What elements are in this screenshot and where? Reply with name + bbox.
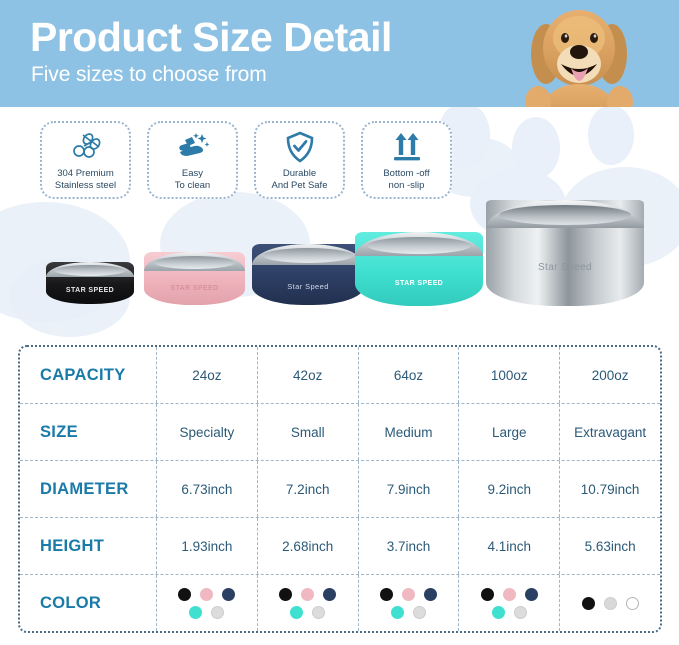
height-value: 3.7inch bbox=[359, 518, 460, 574]
color-dot bbox=[513, 605, 527, 619]
feature-badge-label: Bottom -off non -slip bbox=[383, 168, 430, 191]
size-value: Medium bbox=[359, 404, 460, 460]
bowl-teal-100oz: STAR SPEED bbox=[347, 232, 493, 320]
table-row-diameter: DIAMETER 6.73inch 7.2inch 7.9inch 9.2inc… bbox=[20, 461, 660, 518]
color-dot bbox=[502, 587, 516, 601]
color-dot bbox=[390, 605, 404, 619]
up-arrows-nonslip-icon bbox=[392, 130, 422, 164]
bowl-brand-text: Star Speed bbox=[287, 282, 329, 291]
feature-badge-label: Easy To clean bbox=[174, 168, 211, 191]
bowl-brand-text: Star Speed bbox=[537, 262, 593, 273]
color-dot bbox=[401, 587, 415, 601]
color-dot bbox=[412, 605, 426, 619]
diameter-value: 6.73inch bbox=[157, 461, 258, 517]
paw-print-watermark bbox=[512, 117, 560, 179]
feature-badge-label: 304 Premium Stainless steel bbox=[54, 168, 117, 191]
paw-print-watermark bbox=[588, 107, 634, 165]
color-dot bbox=[178, 587, 192, 601]
color-dot bbox=[603, 596, 617, 610]
color-swatch-cell bbox=[459, 575, 561, 631]
capacity-value: 100oz bbox=[459, 347, 561, 403]
row-label-capacity: CAPACITY bbox=[20, 347, 157, 403]
table-row-size: SIZE Specialty Small Medium Large Extrav… bbox=[20, 404, 660, 461]
size-value: Extravagant bbox=[574, 424, 647, 440]
page-title: Product Size Detail bbox=[30, 14, 392, 60]
row-label-color: COLOR bbox=[20, 575, 157, 631]
shield-check-icon bbox=[285, 130, 315, 164]
feature-badges: 304 Premium Stainless steel Easy To c bbox=[40, 121, 452, 199]
size-value: Small bbox=[258, 404, 359, 460]
color-dot bbox=[211, 605, 225, 619]
bowl-navy-64oz: Star Speed bbox=[246, 244, 372, 318]
height-value: 2.68inch bbox=[258, 518, 359, 574]
color-swatch-group bbox=[581, 596, 639, 610]
color-dot bbox=[279, 587, 293, 601]
row-label-diameter: DIAMETER bbox=[20, 461, 157, 517]
height-value: 4.1inch bbox=[459, 518, 561, 574]
color-swatch-cell bbox=[560, 575, 660, 631]
color-dot bbox=[524, 587, 538, 601]
color-dot bbox=[312, 605, 326, 619]
feature-badge-stainless-steel: 304 Premium Stainless steel bbox=[40, 121, 131, 199]
diameter-value: 7.9inch bbox=[359, 461, 460, 517]
specification-table: CAPACITY 24oz 42oz 64oz 100oz 200oz SIZE… bbox=[18, 345, 662, 633]
hand-sparkle-clean-icon bbox=[175, 130, 211, 164]
feature-badge-label: Durable And Pet Safe bbox=[271, 168, 328, 191]
color-dot bbox=[491, 605, 505, 619]
color-dot bbox=[290, 605, 304, 619]
table-row-height: HEIGHT 1.93inch 2.68inch 3.7inch 4.1inch… bbox=[20, 518, 660, 575]
feature-badge-easy-to-clean: Easy To clean bbox=[147, 121, 238, 199]
color-dot bbox=[423, 587, 437, 601]
capacity-value: 42oz bbox=[258, 347, 359, 403]
color-dot bbox=[480, 587, 494, 601]
diameter-value: 9.2inch bbox=[459, 461, 561, 517]
diameter-value: 10.79inch bbox=[580, 481, 640, 497]
color-swatch-group bbox=[168, 587, 246, 619]
color-dot bbox=[301, 587, 315, 601]
size-value: Specialty bbox=[157, 404, 258, 460]
bowl-black-24oz: STAR SPEED bbox=[38, 262, 142, 314]
diameter-value: 7.2inch bbox=[258, 461, 359, 517]
color-dot bbox=[222, 587, 236, 601]
capacity-value: 200oz bbox=[591, 367, 629, 383]
color-dot bbox=[379, 587, 393, 601]
color-swatch-group bbox=[369, 587, 447, 619]
feature-badge-nonslip-bottom: Bottom -off non -slip bbox=[361, 121, 452, 199]
color-swatch-group bbox=[269, 587, 347, 619]
row-label-height: HEIGHT bbox=[20, 518, 157, 574]
steel-tubes-icon bbox=[69, 130, 103, 164]
page-subtitle: Five sizes to choose from bbox=[31, 63, 267, 86]
color-dot bbox=[200, 587, 214, 601]
size-value: Large bbox=[459, 404, 561, 460]
header-banner: Product Size Detail Five sizes to choose… bbox=[0, 0, 679, 107]
color-dot bbox=[625, 596, 639, 610]
bowl-steel-200oz: Star Speed bbox=[478, 200, 656, 322]
color-dot bbox=[581, 596, 595, 610]
bowl-brand-text: STAR SPEED bbox=[65, 287, 115, 294]
product-bowls-row: STAR SPEED STAR SPEED Star Speed STAR SP… bbox=[0, 200, 679, 330]
height-value: 5.63inch bbox=[584, 538, 636, 554]
capacity-value: 24oz bbox=[157, 347, 258, 403]
color-swatch-cell bbox=[258, 575, 359, 631]
color-swatch-group bbox=[470, 587, 548, 619]
capacity-value: 64oz bbox=[359, 347, 460, 403]
color-swatch-cell bbox=[157, 575, 258, 631]
bowl-brand-text: STAR SPEED bbox=[394, 280, 444, 287]
table-row-capacity: CAPACITY 24oz 42oz 64oz 100oz 200oz bbox=[20, 347, 660, 404]
height-value: 1.93inch bbox=[157, 518, 258, 574]
feature-badge-durable-pet-safe: Durable And Pet Safe bbox=[254, 121, 345, 199]
bowl-pink-42oz: STAR SPEED bbox=[138, 252, 253, 316]
row-label-size: SIZE bbox=[20, 404, 157, 460]
color-swatch-cell bbox=[359, 575, 460, 631]
golden-retriever-dog-photo bbox=[508, 2, 658, 107]
color-dot bbox=[189, 605, 203, 619]
color-dot bbox=[323, 587, 337, 601]
bowl-brand-text: STAR SPEED bbox=[170, 285, 219, 292]
table-row-color: COLOR bbox=[20, 575, 660, 631]
